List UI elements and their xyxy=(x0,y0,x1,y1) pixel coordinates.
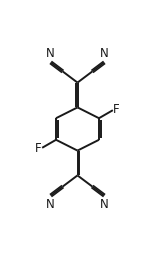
Text: F: F xyxy=(113,103,120,116)
Text: N: N xyxy=(46,198,55,211)
Text: N: N xyxy=(46,47,55,60)
Text: F: F xyxy=(35,142,42,155)
Text: N: N xyxy=(100,47,109,60)
Text: N: N xyxy=(100,198,109,211)
